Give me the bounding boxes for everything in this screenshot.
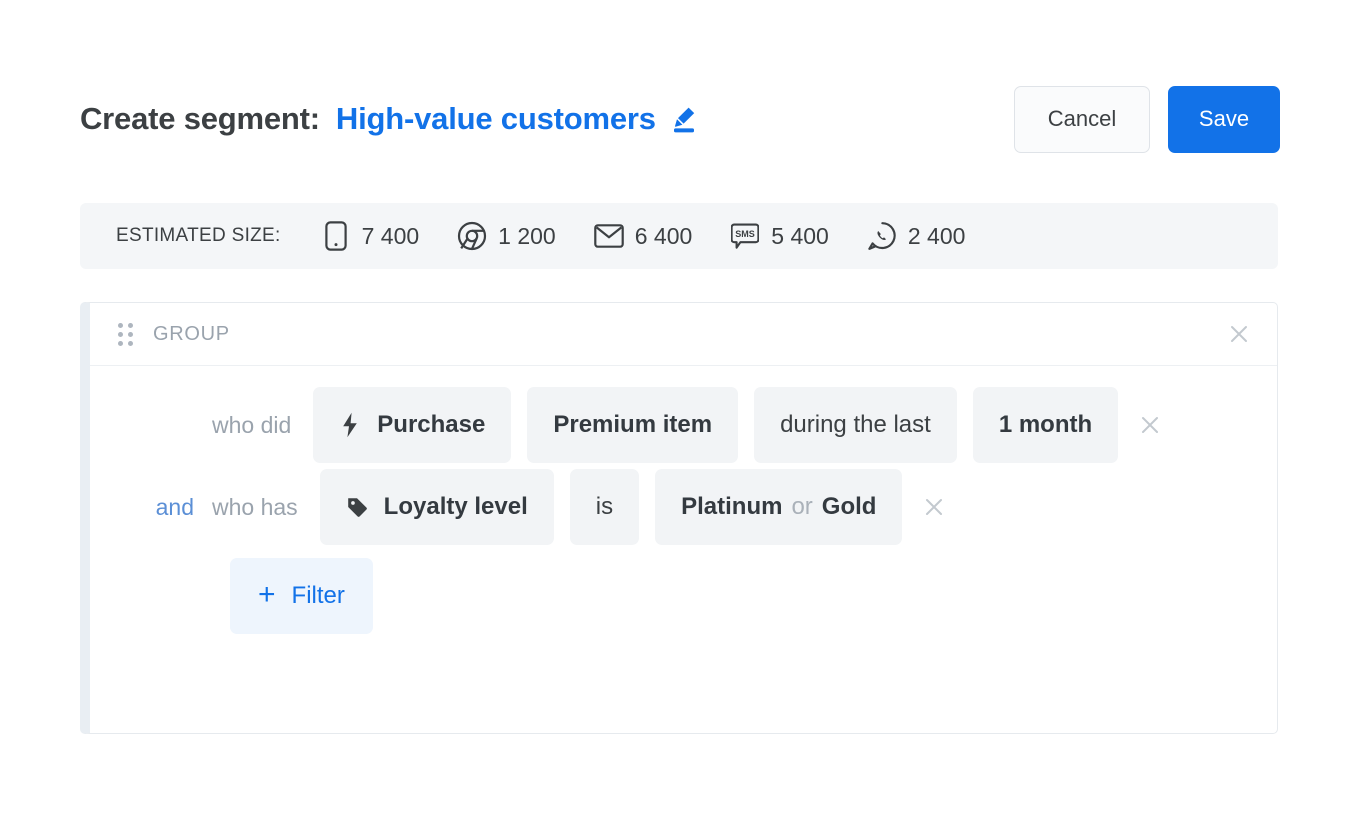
condition-verb: who did xyxy=(212,411,292,438)
page-header: Create segment: High-value customers Can… xyxy=(80,84,1280,154)
channel-value: 2 400 xyxy=(907,222,966,249)
time-prefix-chip[interactable]: during the last xyxy=(754,387,957,463)
channel-value: 1 200 xyxy=(498,222,556,249)
sms-icon: SMS xyxy=(730,221,760,251)
close-icon[interactable] xyxy=(1136,411,1164,439)
tag-icon xyxy=(346,494,368,520)
add-filter-label: Filter xyxy=(291,582,345,609)
event-chip[interactable]: Purchase xyxy=(313,387,512,463)
value-chip[interactable]: Platinum or Gold xyxy=(655,469,903,545)
group-title: GROUP xyxy=(153,322,230,345)
close-icon[interactable] xyxy=(920,493,948,521)
channel-mobile-push: 7 400 xyxy=(321,221,420,251)
channel-value: 5 400 xyxy=(771,222,829,249)
operator-chip[interactable]: is xyxy=(569,469,640,545)
channel-estimates: 7 400 1 200 xyxy=(321,221,966,251)
svg-text:SMS: SMS xyxy=(736,229,756,239)
condition-chips: Loyalty level is Platinum or Gold xyxy=(319,469,903,545)
page-title-prefix: Create segment: xyxy=(80,101,320,136)
cancel-button[interactable]: Cancel xyxy=(1014,85,1150,153)
drag-handle-icon[interactable] xyxy=(118,322,133,346)
channel-email: 6 400 xyxy=(593,221,693,251)
value-join: or xyxy=(791,493,813,520)
header-actions: Cancel Save xyxy=(1014,85,1280,153)
conjunction[interactable]: and xyxy=(155,493,194,520)
value-second: Gold xyxy=(821,493,877,520)
segment-name[interactable]: High-value customers xyxy=(335,101,656,136)
estimated-size-bar: ESTIMATED SIZE: 7 400 xyxy=(80,203,1278,269)
channel-value: 7 400 xyxy=(361,222,420,249)
mobile-push-icon xyxy=(321,221,351,251)
condition-row: who did Purchase Premium item during the… xyxy=(90,384,1277,466)
condition-verb: who has xyxy=(212,493,298,520)
plus-icon: + xyxy=(258,578,276,611)
channel-value: 6 400 xyxy=(634,222,693,249)
page-title: Create segment: High-value customers xyxy=(80,101,1014,137)
event-chip-label: Purchase xyxy=(377,411,486,438)
pencil-icon[interactable] xyxy=(670,106,696,134)
attribute-chip[interactable]: Premium item xyxy=(527,387,739,463)
group-header: GROUP xyxy=(90,303,1277,366)
group-body: who did Purchase Premium item during the… xyxy=(90,366,1277,644)
condition-group-card: GROUP who did xyxy=(80,302,1278,734)
lightning-bolt-icon xyxy=(339,412,361,438)
value-first: Platinum xyxy=(681,493,783,520)
channel-sms: SMS 5 400 xyxy=(730,221,829,251)
whatsapp-icon xyxy=(867,221,897,251)
estimated-size-label: ESTIMATED SIZE: xyxy=(116,225,281,246)
channel-whatsapp: 2 400 xyxy=(867,221,966,251)
event-chip[interactable]: Loyalty level xyxy=(319,469,554,545)
close-icon[interactable] xyxy=(1225,320,1253,348)
web-push-icon xyxy=(457,221,487,251)
channel-web-push: 1 200 xyxy=(457,221,556,251)
time-value-chip[interactable]: 1 month xyxy=(972,387,1119,463)
event-chip-label: Loyalty level xyxy=(383,493,528,520)
condition-row: and who has Loyalty level is xyxy=(90,466,1277,548)
add-filter-button[interactable]: + Filter xyxy=(230,558,373,634)
save-button[interactable]: Save xyxy=(1168,85,1280,153)
condition-chips: Purchase Premium item during the last 1 … xyxy=(313,387,1119,463)
add-filter-row: + Filter xyxy=(90,548,1277,644)
email-icon xyxy=(593,221,624,251)
